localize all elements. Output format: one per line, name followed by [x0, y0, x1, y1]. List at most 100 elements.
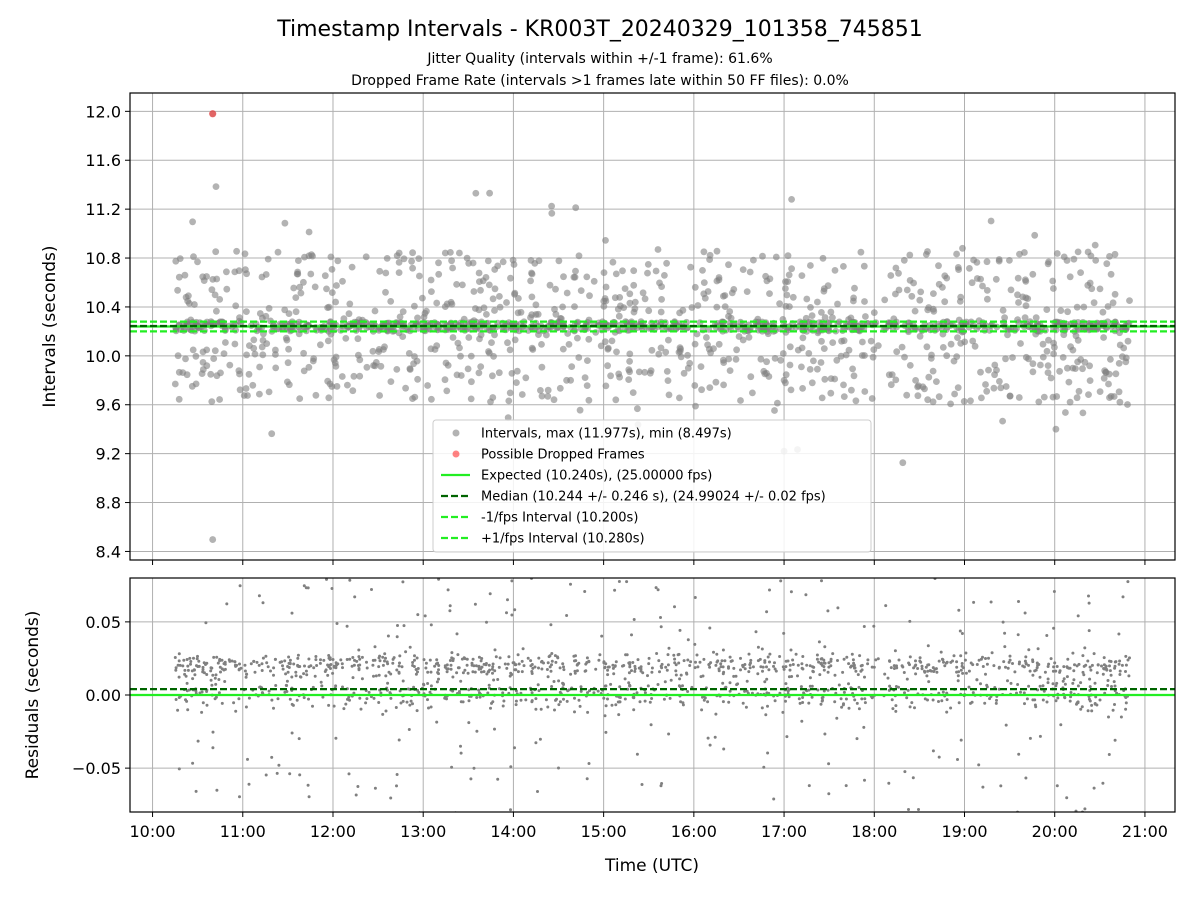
residual-point — [205, 661, 209, 665]
residual-point — [437, 664, 441, 667]
residual-point — [474, 664, 478, 668]
residual-point — [307, 795, 311, 799]
residual-point — [286, 670, 290, 674]
residual-point — [455, 632, 459, 636]
residual-point — [800, 662, 804, 666]
residual-point — [841, 670, 845, 674]
residual-point — [1079, 707, 1083, 711]
residual-point — [796, 674, 799, 678]
interval-point — [307, 270, 315, 278]
residual-point — [766, 704, 769, 708]
residual-point — [194, 789, 198, 793]
interval-point — [522, 374, 530, 382]
interval-point — [538, 392, 546, 400]
residual-point — [1086, 659, 1090, 663]
residual-point — [1011, 662, 1014, 665]
residual-point — [739, 668, 742, 672]
residual-point — [297, 665, 301, 669]
interval-point — [625, 376, 633, 383]
residual-point — [719, 662, 723, 666]
interval-point — [544, 392, 552, 400]
interval-point — [842, 351, 850, 359]
interval-point — [382, 269, 390, 277]
interval-point — [1066, 273, 1074, 281]
residual-point — [667, 732, 671, 736]
residual-point — [768, 652, 772, 656]
residual-point — [784, 659, 788, 663]
residual-point — [669, 678, 673, 682]
interval-point — [895, 286, 903, 294]
interval-point — [820, 287, 828, 295]
residual-point — [384, 709, 388, 713]
interval-point — [814, 298, 821, 306]
interval-point — [991, 361, 999, 369]
residual-point — [1008, 654, 1012, 658]
interval-point — [867, 337, 875, 345]
residual-point — [743, 663, 747, 666]
residual-point — [688, 664, 692, 667]
residual-point — [524, 698, 528, 702]
interval-point — [615, 312, 623, 320]
residual-point — [465, 663, 469, 667]
residual-point — [907, 661, 911, 665]
residual-point — [365, 697, 369, 701]
interval-point — [626, 358, 633, 365]
interval-point — [414, 314, 421, 322]
interval-point — [548, 202, 555, 210]
interval-point — [1051, 343, 1058, 351]
residual-point — [815, 657, 819, 661]
residual-point — [852, 663, 856, 667]
residual-point — [345, 658, 349, 661]
residual-point — [201, 668, 205, 672]
interval-point — [789, 293, 797, 301]
residual-point — [1054, 684, 1058, 688]
interval-point — [657, 308, 665, 316]
interval-point — [393, 366, 401, 373]
interval-point — [181, 271, 189, 279]
residual-point — [927, 663, 931, 667]
interval-point — [331, 359, 339, 367]
interval-point — [295, 257, 302, 264]
residual-point — [893, 649, 897, 653]
residual-point — [482, 670, 486, 674]
interval-point — [505, 397, 513, 405]
residual-point — [937, 700, 940, 703]
residual-point — [673, 605, 676, 609]
residual-point — [557, 766, 560, 770]
interval-point — [208, 398, 216, 405]
interval-point — [491, 307, 498, 314]
residual-point — [389, 796, 393, 800]
residual-point — [477, 655, 481, 659]
residual-point — [556, 656, 560, 660]
residual-point — [640, 783, 644, 786]
residual-point — [530, 672, 534, 675]
residual-point — [677, 652, 681, 656]
residual-point — [816, 688, 820, 692]
residual-point — [709, 661, 713, 665]
interval-point — [906, 362, 914, 369]
interval-point — [607, 372, 614, 380]
residual-point — [934, 667, 938, 671]
residual-point — [185, 681, 189, 685]
residual-point — [540, 660, 543, 664]
interval-point — [616, 373, 623, 381]
interval-point — [496, 303, 504, 311]
residual-point — [836, 659, 839, 662]
residual-point — [456, 653, 460, 657]
interval-point — [657, 344, 665, 352]
interval-point — [613, 348, 620, 356]
x-tick-label: 12:00 — [310, 822, 356, 841]
residual-point — [819, 657, 823, 661]
residual-point — [1071, 651, 1075, 655]
residual-point — [304, 586, 308, 590]
residual-point — [594, 667, 598, 671]
residual-point — [283, 690, 287, 694]
residual-point — [874, 658, 878, 662]
residual-point — [552, 680, 556, 683]
residual-point — [1003, 631, 1007, 635]
residual-point — [285, 679, 289, 683]
residual-point — [1092, 652, 1096, 656]
residual-point — [1007, 660, 1011, 664]
residual-point — [1033, 698, 1037, 702]
residual-point — [967, 669, 971, 673]
